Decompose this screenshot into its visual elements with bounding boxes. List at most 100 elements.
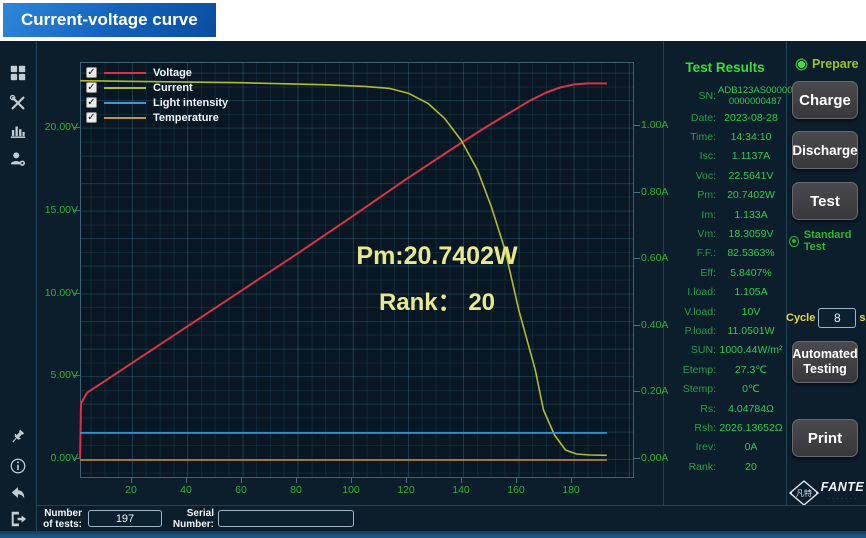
x-axis-tick-label: 60 <box>235 484 247 496</box>
test-result-row: Pm: 20.7402W <box>664 186 786 205</box>
legend-checkbox[interactable]: ✓ <box>86 67 97 78</box>
bottom-edge-strip <box>0 531 866 538</box>
right-axis-tick <box>634 191 640 193</box>
result-value: 1000.44W/m² <box>719 344 783 357</box>
result-value: 11.0501W <box>727 324 775 337</box>
apps-grid-icon[interactable] <box>9 64 27 82</box>
x-axis-tick-label: 180 <box>562 484 580 496</box>
prepare-status: Prepare <box>795 57 859 71</box>
test-result-row: Rsh: 2026.13652Ω <box>664 418 786 437</box>
result-label: Etemp: <box>682 363 716 376</box>
footer-bar: Number of tests: Serial Number: <box>36 505 866 531</box>
result-label: SN: <box>698 90 716 102</box>
result-value: 5.8407% <box>730 266 772 279</box>
cycle-label: Cycle <box>786 312 816 324</box>
rank-annotation: Rank： 20 <box>378 289 496 316</box>
x-axis-tick <box>131 478 132 483</box>
info-icon[interactable] <box>9 457 27 475</box>
num-tests-input[interactable] <box>88 510 162 527</box>
legend-label: Temperature <box>153 111 219 124</box>
legend-item: ✓ Light intensity <box>86 96 228 109</box>
x-axis-tick <box>461 478 462 483</box>
statistics-icon[interactable] <box>9 122 27 140</box>
result-label: Time: <box>690 131 716 144</box>
test-button[interactable]: Test <box>792 182 858 220</box>
result-value: 1.1137A <box>731 150 771 163</box>
print-button[interactable]: Print <box>792 419 858 457</box>
test-result-row: Isc: 1.1137A <box>664 147 786 166</box>
legend-checkbox[interactable]: ✓ <box>86 112 97 123</box>
x-axis-tick <box>186 478 187 483</box>
charge-button[interactable]: Charge <box>792 81 858 119</box>
right-axis-tick <box>634 258 640 260</box>
sidebar-divider <box>36 41 37 531</box>
right-axis-tick <box>634 391 640 393</box>
exit-icon[interactable] <box>9 510 27 528</box>
top-bar: Current-voltage curve <box>0 0 866 41</box>
x-axis-tick-label: 20 <box>125 484 137 496</box>
legend-item: ✓ Temperature <box>86 111 228 124</box>
x-axis-tick-label: 80 <box>290 484 302 496</box>
automated-testing-button[interactable]: Automated Testing <box>792 341 858 383</box>
test-result-row: I.load: 1.105A <box>664 283 786 302</box>
result-value: 1.133A <box>734 208 768 221</box>
test-result-row: Etemp: 27.3℃ <box>664 360 786 379</box>
back-icon[interactable] <box>9 484 27 502</box>
right-axis-tick-label: 0.20A <box>641 385 669 398</box>
test-result-row: Vm: 18.3059V <box>664 224 786 243</box>
page-title: Current-voltage curve <box>3 3 216 37</box>
right-axis-tick <box>634 125 640 126</box>
x-axis-tick <box>516 478 517 483</box>
standard-test-label: Standard Test <box>803 229 852 253</box>
left-axis-tick-label: 20.00V <box>44 121 78 134</box>
logo-diamond-icon: 凡特 <box>788 480 819 506</box>
legend-checkbox[interactable]: ✓ <box>86 97 97 108</box>
left-axis-tick <box>74 375 80 377</box>
test-result-row: Rs: 4.04784Ω <box>664 399 786 418</box>
test-result-row: SN: ADB123AS00000 0000000487 <box>664 84 792 108</box>
cycle-unit: s <box>859 312 866 324</box>
legend-label: Current <box>153 81 193 94</box>
legend-label: Voltage <box>153 66 192 79</box>
result-value: 4.04784Ω <box>728 402 774 415</box>
result-label: Stemp: <box>682 383 716 396</box>
result-label: V.load: <box>684 305 716 318</box>
legend-label: Light intensity <box>153 96 229 109</box>
x-axis-tick-label: 40 <box>180 484 192 496</box>
legend-swatch <box>104 71 146 74</box>
standard-test-radio[interactable] <box>789 235 799 247</box>
legend-swatch <box>104 116 146 119</box>
result-label: Pm: <box>697 189 716 202</box>
discharge-button[interactable]: Discharge <box>792 131 858 169</box>
result-value: 22.5641V <box>728 169 774 182</box>
test-result-row: Time: 14:34:10 <box>664 127 786 146</box>
cycle-input[interactable] <box>818 308 857 328</box>
prepare-label: Prepare <box>812 57 859 71</box>
tools-icon[interactable] <box>9 94 27 112</box>
pin-icon[interactable] <box>9 429 27 447</box>
result-value: 27.3℃ <box>734 363 768 376</box>
legend-checkbox[interactable]: ✓ <box>86 82 97 93</box>
result-value: 10V <box>741 305 761 318</box>
left-axis-tick <box>74 292 80 294</box>
chart-legend: ✓ Voltage ✓ Current ✓ Light intensity ✓ Tempera… <box>86 66 228 124</box>
serial-number-input[interactable] <box>218 510 354 527</box>
result-value: 0A <box>744 441 758 454</box>
result-label: I.load: <box>687 286 716 299</box>
right-axis-tick <box>634 324 640 326</box>
test-result-row: F.F.: 82.5363% <box>664 244 786 263</box>
test-results-list: SN: ADB123AS00000 0000000487 Date: 2023-08-… <box>664 84 793 476</box>
right-axis-tick-label: 1.00A <box>641 119 669 131</box>
legend-item: ✓ Current <box>86 81 228 94</box>
legend-swatch <box>104 86 146 89</box>
test-results-title: Test Results <box>685 60 765 75</box>
result-value: 2023-08-28 <box>724 111 778 124</box>
result-value: 1.105A <box>734 286 768 299</box>
user-settings-icon[interactable] <box>9 150 27 168</box>
results-left-divider <box>663 41 664 505</box>
result-label: Rank: <box>688 460 716 473</box>
test-result-row: Im: 1.133A <box>664 205 786 224</box>
result-value: 20.7402W <box>727 189 775 202</box>
result-value: 2026.13652Ω <box>719 421 783 434</box>
